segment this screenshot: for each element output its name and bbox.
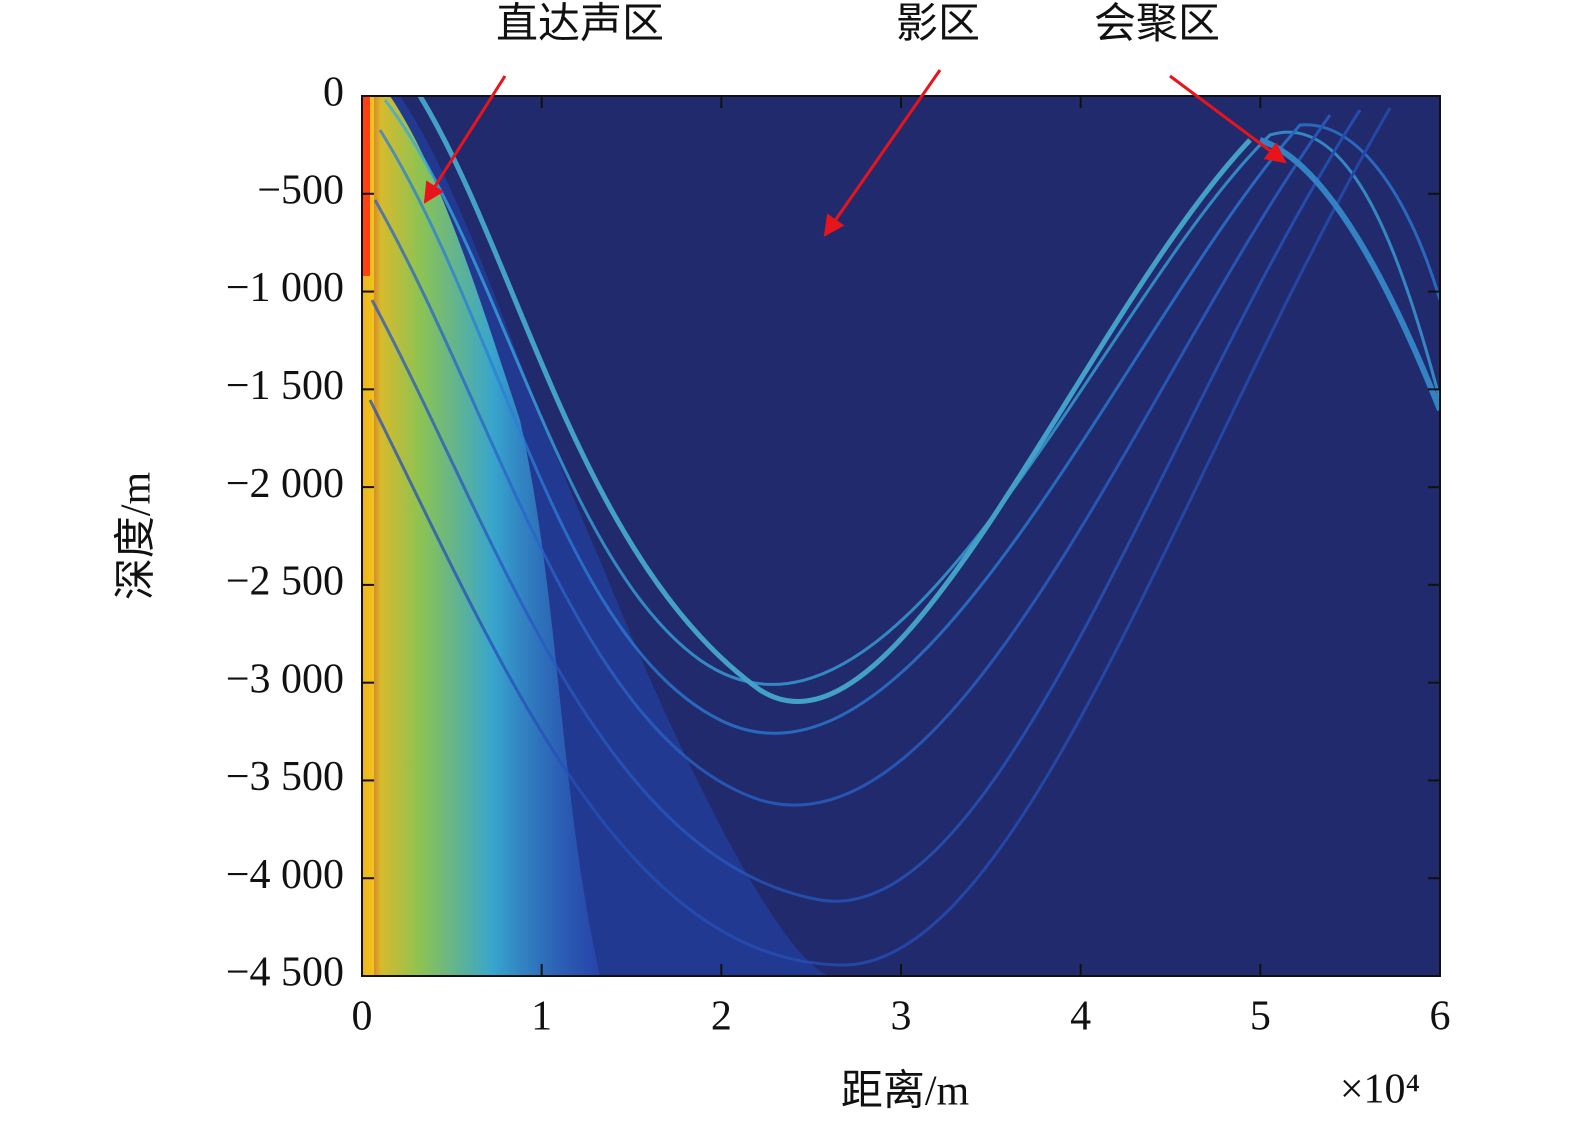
x-tick-label: 2 bbox=[711, 994, 732, 1040]
x-tick-label: 1 bbox=[531, 994, 552, 1040]
x-tick-label: 6 bbox=[1430, 994, 1451, 1040]
y-tick-label: −1 500 bbox=[226, 363, 344, 409]
x-multiplier: ×10⁴ bbox=[1340, 1067, 1420, 1113]
annotation: 会聚区 bbox=[1094, 2, 1220, 48]
y-axis-label: 深度/m bbox=[114, 472, 160, 601]
x-tick-label: 5 bbox=[1250, 994, 1271, 1040]
annotation: 影区 bbox=[896, 2, 980, 48]
y-tick-label: −4 500 bbox=[226, 950, 344, 996]
y-tick-label: −2 500 bbox=[226, 559, 344, 605]
y-tick-label: −500 bbox=[257, 167, 344, 213]
y-tick-label: −3 500 bbox=[226, 754, 344, 800]
x-tick-label: 0 bbox=[352, 994, 373, 1040]
y-tick-label: −4 000 bbox=[226, 852, 344, 898]
field bbox=[362, 96, 1440, 976]
y-tick-label: −1 000 bbox=[226, 265, 344, 311]
annotation-arrow bbox=[1169, 74, 1287, 164]
x-tick-label: 4 bbox=[1070, 994, 1091, 1040]
y-tick-label: 0 bbox=[323, 70, 344, 116]
y-tick-label: −3 000 bbox=[226, 656, 344, 702]
annotation: 直达声区 bbox=[496, 2, 664, 48]
x-tick-label: 3 bbox=[891, 994, 912, 1040]
annotation-arrow bbox=[423, 75, 507, 204]
y-tick-label: −2 000 bbox=[226, 461, 344, 507]
x-axis-label: 距离/m bbox=[841, 1068, 970, 1115]
annotation-arrow bbox=[823, 69, 942, 237]
